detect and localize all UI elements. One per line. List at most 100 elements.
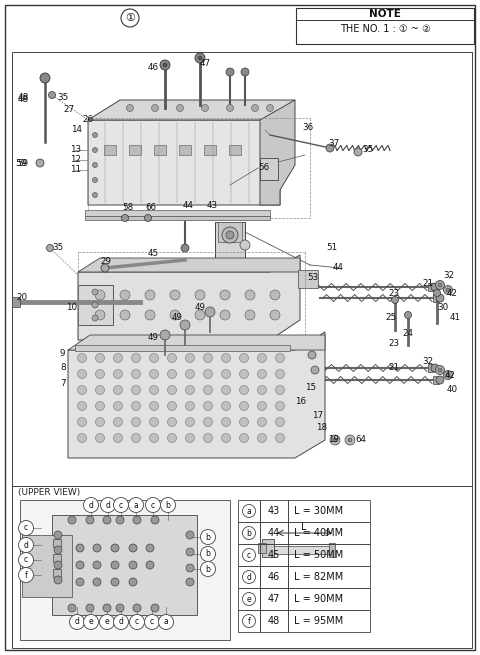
Circle shape [245, 310, 255, 320]
Bar [75, 345, 290, 351]
Circle shape [333, 438, 337, 442]
Circle shape [76, 578, 84, 586]
Circle shape [257, 354, 266, 362]
Circle shape [93, 178, 97, 183]
Bar [288, 566, 370, 588]
Circle shape [77, 354, 86, 362]
Text: 11: 11 [70, 166, 81, 174]
Circle shape [145, 498, 160, 512]
Circle shape [103, 516, 111, 524]
Text: 20: 20 [16, 293, 27, 303]
Circle shape [132, 402, 141, 411]
Circle shape [93, 544, 101, 552]
Text: 64: 64 [355, 436, 366, 445]
Circle shape [93, 162, 97, 168]
Text: c: c [150, 618, 154, 626]
Circle shape [245, 290, 255, 300]
Circle shape [221, 354, 230, 362]
Text: 44: 44 [268, 528, 280, 538]
Text: 66: 66 [145, 204, 156, 212]
Circle shape [149, 369, 158, 379]
Circle shape [101, 264, 109, 272]
Circle shape [257, 402, 266, 411]
Bar [12, 297, 20, 307]
Circle shape [326, 144, 334, 152]
Circle shape [168, 369, 177, 379]
Circle shape [431, 283, 439, 291]
Circle shape [186, 564, 194, 572]
Circle shape [103, 604, 111, 612]
Circle shape [185, 402, 194, 411]
Circle shape [433, 290, 441, 297]
Text: 8: 8 [60, 364, 66, 373]
Circle shape [204, 417, 213, 426]
Circle shape [116, 604, 124, 612]
Circle shape [68, 604, 76, 612]
Circle shape [438, 368, 442, 372]
Circle shape [201, 546, 216, 561]
Text: f: f [24, 571, 27, 580]
Circle shape [77, 402, 86, 411]
Bar [238, 566, 260, 588]
Text: 48: 48 [18, 94, 29, 102]
Text: ①: ① [125, 13, 135, 23]
Text: 44: 44 [183, 202, 194, 210]
Circle shape [201, 561, 216, 576]
Text: (UPPER VIEW): (UPPER VIEW) [18, 487, 80, 496]
Circle shape [84, 614, 98, 629]
Text: 47: 47 [268, 594, 280, 604]
Circle shape [392, 297, 398, 303]
Circle shape [242, 548, 255, 561]
Bar [154, 145, 166, 155]
Bar [288, 610, 370, 632]
Bar [218, 222, 242, 242]
Circle shape [435, 365, 444, 375]
Text: 37: 37 [328, 138, 339, 147]
Circle shape [405, 312, 411, 318]
Text: 32: 32 [422, 358, 433, 367]
Text: 30: 30 [437, 303, 448, 312]
Text: d: d [119, 618, 123, 626]
Circle shape [48, 92, 56, 98]
Circle shape [54, 561, 62, 569]
Circle shape [19, 538, 34, 553]
Bar [288, 544, 370, 566]
Circle shape [168, 402, 177, 411]
Circle shape [151, 604, 159, 612]
Bar [288, 522, 370, 544]
Circle shape [186, 531, 194, 539]
Circle shape [185, 369, 194, 379]
Circle shape [226, 231, 234, 239]
Text: b: b [205, 550, 210, 559]
Circle shape [257, 434, 266, 443]
Bar [260, 544, 288, 566]
Circle shape [168, 434, 177, 443]
Text: 7: 7 [60, 379, 66, 388]
Bar [433, 294, 439, 302]
Circle shape [204, 354, 213, 362]
Circle shape [129, 578, 137, 586]
Circle shape [354, 148, 362, 156]
Circle shape [144, 214, 152, 221]
Text: 56: 56 [258, 162, 269, 172]
Circle shape [195, 310, 205, 320]
Circle shape [276, 417, 285, 426]
Text: 23: 23 [388, 339, 399, 348]
Bar [288, 500, 370, 522]
Circle shape [113, 386, 122, 394]
Text: 9: 9 [60, 348, 65, 358]
Text: THE NO. 1 : ① ~ ②: THE NO. 1 : ① ~ ② [340, 24, 431, 34]
Bar [260, 566, 288, 588]
Bar [238, 500, 260, 522]
Circle shape [330, 435, 340, 445]
Circle shape [240, 417, 249, 426]
Circle shape [170, 310, 180, 320]
Text: NOTE: NOTE [369, 9, 401, 19]
Text: 36: 36 [302, 124, 313, 132]
Text: L = 95MM: L = 95MM [294, 616, 343, 626]
Circle shape [86, 516, 94, 524]
Circle shape [242, 504, 255, 517]
Circle shape [185, 417, 194, 426]
Bar [288, 588, 370, 610]
Circle shape [145, 310, 155, 320]
